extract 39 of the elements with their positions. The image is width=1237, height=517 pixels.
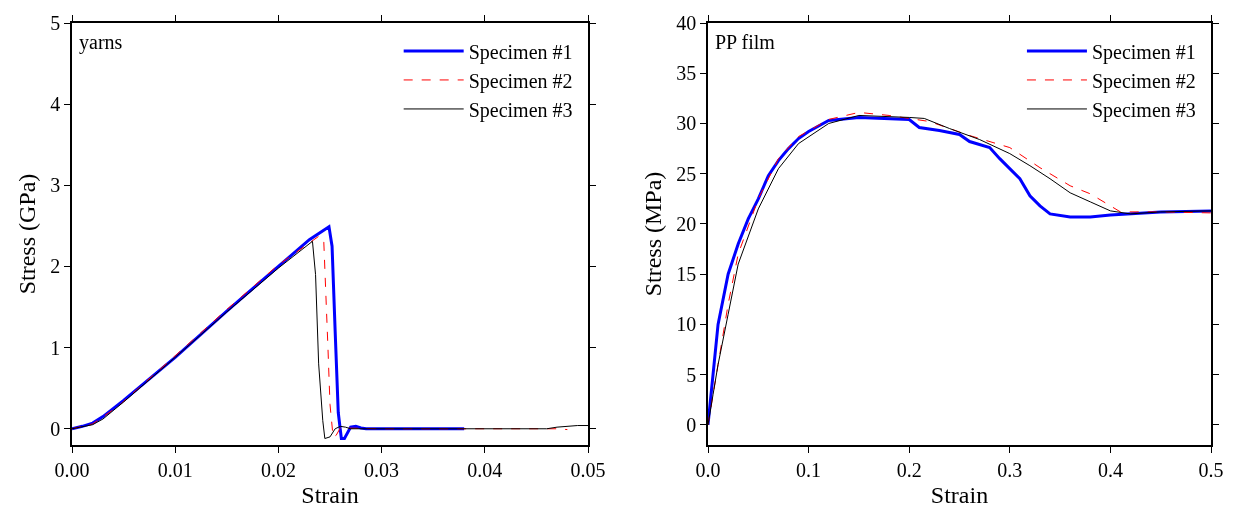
x-tick-label: 0.0 — [695, 458, 721, 481]
y-tick-label: 2 — [50, 255, 61, 278]
y-tick-label: 0 — [686, 413, 697, 436]
x-axis-title: Strain — [301, 481, 359, 508]
y-tick-label: 15 — [676, 263, 697, 286]
x-tick-label: 0.04 — [467, 458, 503, 481]
y-tick-label: 35 — [676, 62, 697, 85]
x-tick-label: 0.3 — [997, 458, 1023, 481]
legend-label: Specimen #3 — [468, 98, 573, 122]
y-tick-label: 0 — [50, 417, 61, 440]
legend-label: Specimen #2 — [1091, 69, 1196, 93]
y-axis-title: Stress (MPa) — [639, 171, 666, 297]
x-tick-label: 0.1 — [796, 458, 822, 481]
y-tick-label: 4 — [50, 93, 61, 116]
y-tick-label: 40 — [676, 12, 697, 34]
legend-label: Specimen #1 — [1091, 40, 1196, 64]
x-tick-label: 0.00 — [54, 458, 90, 481]
x-tick-label: 0.02 — [260, 458, 296, 481]
y-tick-label: 10 — [676, 313, 697, 336]
legend-label: Specimen #2 — [468, 69, 573, 93]
legend-label: Specimen #1 — [468, 40, 573, 64]
x-tick-label: 0.05 — [570, 458, 606, 481]
y-tick-label: 25 — [676, 162, 697, 185]
y-tick-label: 30 — [676, 112, 697, 135]
legend-label: Specimen #3 — [1091, 98, 1196, 122]
annotation: PP film — [715, 31, 776, 53]
x-tick-label: 0.03 — [364, 458, 400, 481]
y-tick-label: 1 — [50, 336, 61, 359]
x-tick-label: 0.2 — [896, 458, 922, 481]
x-tick-label: 0.5 — [1198, 458, 1224, 481]
x-tick-label: 0.4 — [1097, 458, 1123, 481]
x-tick-label: 0.01 — [157, 458, 193, 481]
annotation: yarns — [79, 31, 123, 54]
y-tick-label: 3 — [50, 174, 61, 197]
y-tick-label: 20 — [676, 212, 697, 235]
y-tick-label: 5 — [50, 12, 61, 34]
y-tick-label: 5 — [686, 363, 697, 386]
y-axis-title: Stress (GPa) — [13, 173, 40, 295]
x-axis-title: Strain — [930, 481, 989, 508]
